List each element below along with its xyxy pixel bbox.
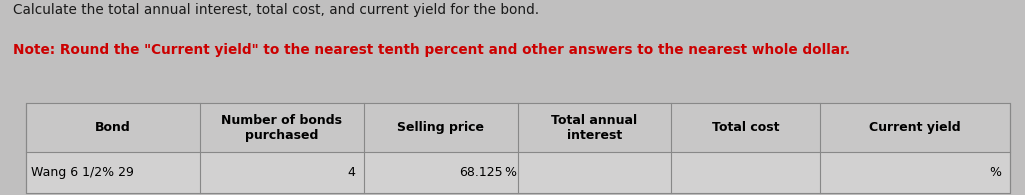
Bar [26,103,1010,193]
Text: 4: 4 [347,166,356,179]
Text: Total cost: Total cost [712,121,779,134]
Text: Number of bonds
purchased: Number of bonds purchased [221,114,342,142]
Text: Calculate the total annual interest, total cost, and current yield for the bond.: Calculate the total annual interest, tot… [13,3,539,17]
Text: %: % [989,166,1001,179]
Text: 68.125: 68.125 [458,166,502,179]
Text: Bond: Bond [95,121,130,134]
Text: %: % [504,166,517,179]
Text: Wang 6 1/2% 29: Wang 6 1/2% 29 [31,166,133,179]
Text: Selling price: Selling price [398,121,484,134]
Bar [26,152,1010,193]
Bar [26,103,1010,152]
Text: Note: Round the "Current yield" to the nearest tenth percent and other answers t: Note: Round the "Current yield" to the n… [13,43,851,57]
Text: Current yield: Current yield [869,121,960,134]
Text: Total annual
interest: Total annual interest [551,114,638,142]
